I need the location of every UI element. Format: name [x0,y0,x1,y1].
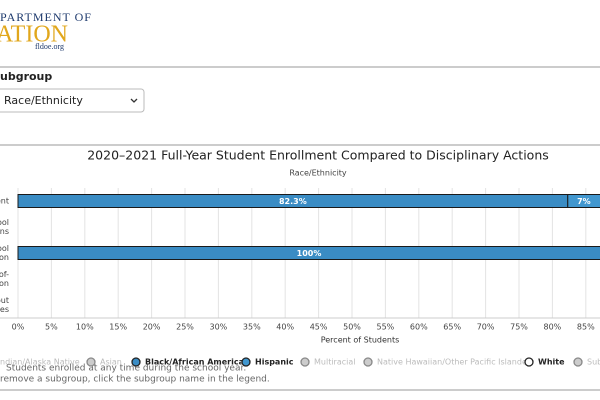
y-tick-label: ent [0,197,9,206]
legend-marker[interactable] [363,357,373,367]
x-tick-label: 0% [12,323,25,332]
legend-marker[interactable] [524,357,534,367]
x-tick-label: 5% [45,323,58,332]
y-tick-label: ion [0,253,9,262]
x-tick-label: 35% [243,323,261,332]
legend-label[interactable]: ndian/Alaska Native [0,358,80,367]
data-label: 100% [297,249,322,258]
x-tick-label: 15% [109,323,127,332]
data-label: 82.3% [279,197,307,206]
select-value[interactable]: Race/Ethnicity [4,94,83,107]
legend-label[interactable]: Asian [100,358,122,367]
chart-subtitle: Race/Ethnicity [289,169,347,178]
x-axis-title: Percent of Students [321,336,400,345]
x-tick-label: 20% [143,323,161,332]
select-arrow [130,98,138,103]
select-box[interactable] [0,88,145,113]
x-tick-label: 80% [544,323,562,332]
data-label: 7% [577,197,591,206]
y-tick-label: of- [0,270,9,279]
y-tick-label: ool [0,218,9,227]
legend-label[interactable]: Multiracial [314,358,356,367]
legend-marker[interactable] [573,357,583,367]
footnote: Students enrolled at any time during the… [6,364,246,374]
x-tick-label: 10% [76,323,94,332]
legend-marker[interactable] [131,357,141,367]
x-tick-label: 70% [477,323,495,332]
x-tick-label: 25% [176,323,194,332]
x-tick-label: 60% [410,323,428,332]
bar [567,194,600,208]
x-tick-label: 75% [510,323,528,332]
y-tick-label: ool [0,244,9,253]
y-tick-label: ces [0,305,9,314]
plot: 0% 5% 10% 15% 20% 25% 30% 35% 40% 45% 50% 55% 60% 65%… [0,188,600,367]
x-tick-label: 65% [443,323,461,332]
y-tick-label: ion [0,279,9,288]
legend-label[interactable]: Black/African American [145,358,250,367]
logo-line: ATION [0,22,68,48]
legend-label[interactable]: Hispanic [255,358,294,367]
x-tick-label: 30% [210,323,228,332]
footnote: remove a subgroup, click the subgroup na… [0,375,270,385]
legend-marker[interactable] [300,357,310,367]
logo-line: PARTMENT OF [0,10,92,24]
legend-marker[interactable] [86,357,96,367]
y-tick-label: out [0,296,9,305]
x-tick-label: 45% [310,323,328,332]
filter-label: ubgroup [0,70,52,83]
bar [17,246,600,260]
chart-title: 2020–2021 Full-Year Student Enrollment C… [87,148,549,163]
legend-marker[interactable] [241,357,251,367]
legend-label[interactable]: Native Hawaiian/Other Pacific Islander [377,358,531,367]
legend-label[interactable]: Sub [587,358,600,367]
x-tick-label: 85% [577,323,595,332]
x-tick-label: 50% [343,323,361,332]
legend-label[interactable]: White [538,358,565,367]
x-tick-label: 55% [377,323,395,332]
x-tick-label: 40% [276,323,294,332]
y-tick-label: ons [0,227,9,236]
logo-url: fldoe.org [35,42,64,51]
